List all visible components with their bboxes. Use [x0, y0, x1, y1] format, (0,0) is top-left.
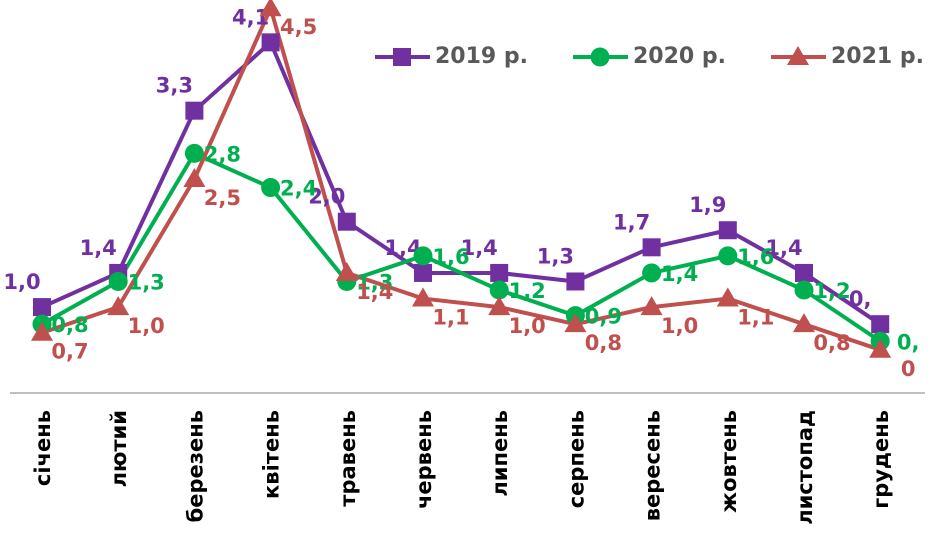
- data-label: 1,4: [80, 236, 117, 260]
- data-label: 1,4: [765, 236, 802, 260]
- data-point: [413, 246, 433, 266]
- data-label: 0,8: [813, 331, 850, 355]
- data-point: [795, 263, 813, 282]
- data-point: [412, 287, 434, 307]
- data-label: 0,7: [51, 340, 88, 364]
- data-label: 0,8: [51, 313, 88, 337]
- data-point: [261, 33, 280, 52]
- data-point: [107, 296, 130, 316]
- data-label: 0,: [849, 287, 872, 311]
- data-point: [337, 212, 356, 231]
- data-label: 1,4: [461, 236, 498, 260]
- data-label: 0,8: [585, 331, 622, 355]
- x-tick-label: вересень: [641, 410, 665, 521]
- series-line: [41, 6, 881, 352]
- data-point: [261, 178, 281, 198]
- data-label: 2,5: [204, 186, 241, 210]
- data-label: 2,8: [204, 142, 241, 166]
- data-point: [642, 263, 662, 283]
- data-label: 1,6: [737, 245, 774, 269]
- data-label: 1,3: [537, 244, 574, 268]
- x-tick-label: січень: [31, 410, 55, 486]
- data-label: 1,2: [509, 279, 546, 303]
- data-point: [564, 313, 587, 333]
- data-point: [716, 287, 739, 307]
- data-label: 2,4: [280, 177, 317, 201]
- data-label: 1,6: [432, 245, 469, 269]
- data-label: 1,1: [737, 306, 774, 330]
- data-label: 1,7: [613, 210, 650, 234]
- data-point: [33, 298, 51, 317]
- x-tick-label: травень: [336, 410, 360, 507]
- data-label: 0,9: [585, 305, 622, 329]
- legend-marker: [393, 48, 411, 66]
- data-point: [108, 271, 128, 291]
- data-point: [566, 272, 585, 291]
- data-point: [414, 263, 432, 282]
- data-point: [718, 246, 738, 266]
- data-point: [793, 313, 815, 333]
- data-point: [259, 0, 282, 17]
- data-point: [640, 296, 663, 316]
- data-label: 4,5: [280, 15, 317, 39]
- data-point: [794, 280, 814, 300]
- data-label: 1,3: [128, 270, 165, 294]
- data-point: [489, 280, 509, 300]
- data-point: [871, 315, 890, 334]
- data-point: [869, 338, 892, 358]
- data-point: [31, 321, 53, 341]
- data-label: 1,0: [509, 314, 546, 338]
- data-label: 4,1: [232, 5, 269, 29]
- x-tick-label: липень: [488, 410, 512, 497]
- legend-marker: [590, 47, 610, 67]
- legend-label: 2020 р.: [633, 44, 726, 69]
- legend-label: 2021 р.: [831, 44, 924, 69]
- data-point: [488, 296, 511, 316]
- x-tick-label: грудень: [869, 410, 893, 509]
- data-point: [490, 263, 509, 282]
- x-tick-label: листопад: [793, 410, 817, 525]
- data-label: 1,3: [356, 270, 393, 294]
- data-point: [642, 238, 661, 257]
- x-tick-label: квітень: [260, 410, 284, 499]
- data-label: 2,0: [308, 185, 345, 209]
- data-label: 1,1: [432, 306, 469, 330]
- x-tick-label: лютий: [107, 410, 131, 487]
- x-tick-label: жовтень: [717, 410, 741, 513]
- data-label: 3,3: [156, 74, 193, 98]
- data-label: 1,4: [661, 262, 698, 286]
- data-label: 1,0: [661, 314, 698, 338]
- data-label: 1,9: [689, 193, 726, 217]
- x-tick-label: червень: [412, 410, 436, 509]
- x-tick-label: серпень: [564, 410, 588, 508]
- data-label: 1,2: [813, 279, 850, 303]
- legend-marker: [787, 46, 809, 65]
- data-point: [185, 101, 204, 120]
- data-label: 1,0: [3, 270, 40, 294]
- x-tick-label: березень: [183, 410, 207, 522]
- legend-label: 2019 р.: [435, 44, 528, 69]
- data-label: 1,0: [128, 314, 165, 338]
- data-point: [718, 221, 737, 240]
- data-label: 0: [901, 357, 916, 381]
- series-line: [41, 151, 882, 343]
- data-point: [335, 261, 358, 281]
- data-point: [184, 143, 204, 163]
- data-point: [183, 168, 206, 187]
- data-label: 0,: [897, 330, 920, 354]
- data-label: 1,4: [356, 280, 393, 304]
